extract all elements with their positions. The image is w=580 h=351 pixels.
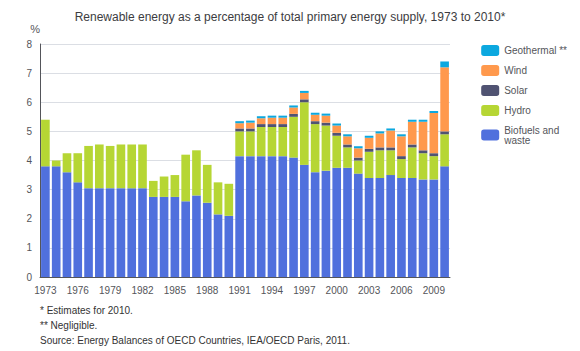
svg-text:Renewable energy as a percenta: Renewable energy as a percentage of tota…	[75, 10, 506, 24]
svg-text:1997: 1997	[293, 285, 316, 296]
svg-text:waste: waste	[503, 135, 531, 146]
svg-text:1976: 1976	[67, 285, 90, 296]
svg-text:** Negligible.: ** Negligible.	[40, 320, 97, 331]
svg-text:2000: 2000	[326, 285, 349, 296]
svg-text:Geothermal **: Geothermal **	[504, 45, 567, 56]
svg-text:Hydro: Hydro	[504, 105, 531, 116]
svg-text:1985: 1985	[164, 285, 187, 296]
svg-text:* Estimates for 2010.: * Estimates for 2010.	[40, 305, 133, 316]
svg-text:%: %	[30, 23, 40, 35]
svg-text:4: 4	[26, 155, 32, 166]
svg-text:1991: 1991	[228, 285, 251, 296]
svg-text:8: 8	[26, 39, 32, 50]
svg-text:1988: 1988	[196, 285, 219, 296]
svg-text:6: 6	[26, 97, 32, 108]
svg-text:Wind: Wind	[504, 65, 527, 76]
svg-text:1979: 1979	[99, 285, 122, 296]
svg-text:5: 5	[26, 126, 32, 137]
svg-text:0: 0	[26, 272, 32, 283]
svg-text:2: 2	[26, 213, 32, 224]
svg-text:Source: Energy Balances of OEC: Source: Energy Balances of OECD Countrie…	[40, 335, 350, 346]
svg-text:2003: 2003	[358, 285, 381, 296]
svg-text:Biofuels and: Biofuels and	[504, 124, 560, 136]
svg-text:3: 3	[26, 184, 32, 195]
svg-text:1982: 1982	[131, 285, 154, 296]
svg-text:1994: 1994	[261, 285, 284, 296]
svg-text:1: 1	[26, 242, 32, 253]
svg-text:1973: 1973	[34, 285, 57, 296]
svg-text:7: 7	[26, 68, 32, 79]
svg-text:2009: 2009	[423, 285, 446, 296]
svg-text:Solar: Solar	[504, 85, 528, 96]
svg-text:2006: 2006	[390, 285, 413, 296]
